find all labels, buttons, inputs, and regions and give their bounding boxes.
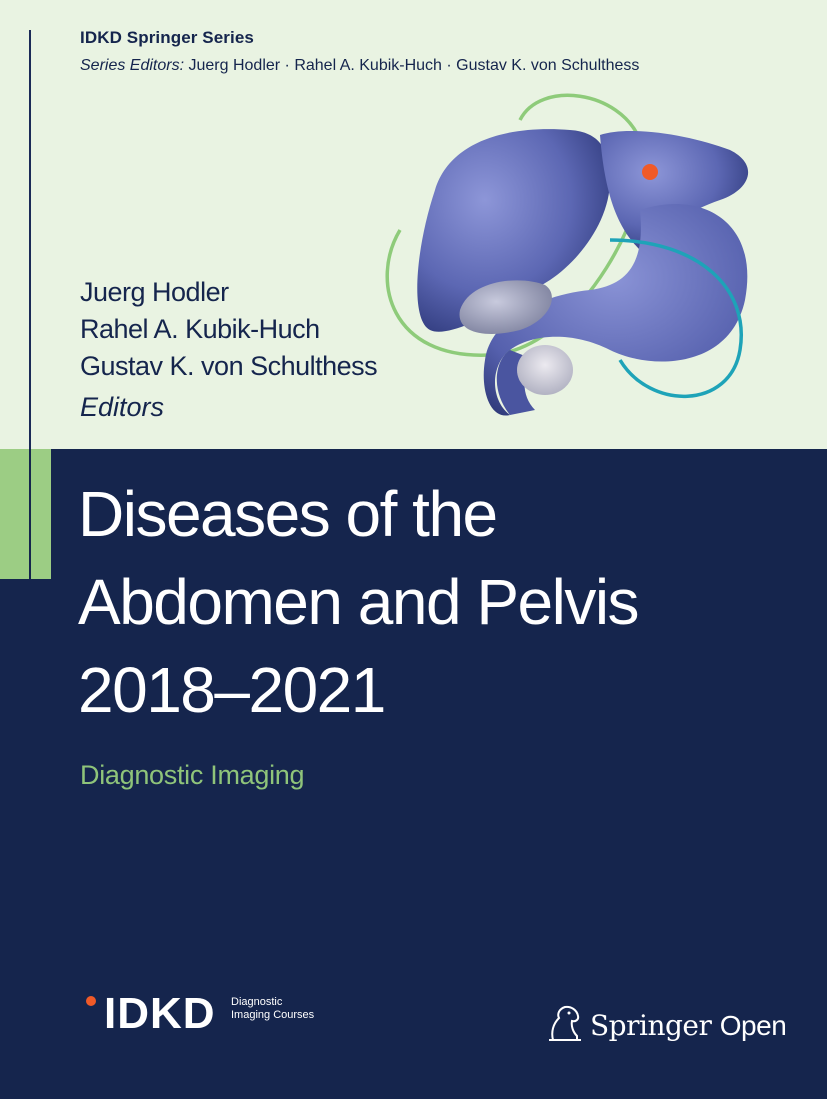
liver-right-lobe <box>600 130 749 250</box>
abdominal-organs-illustration <box>385 93 749 416</box>
accent-bar-left <box>0 449 29 579</box>
green-orbit-line <box>385 93 645 357</box>
springer-logo-text: Springer Open <box>590 1009 787 1042</box>
orbit-marker-dot <box>642 164 658 180</box>
idkd-logo-dot <box>86 996 96 1006</box>
gallbladder <box>459 280 552 334</box>
series-editors-label: Series Editors: <box>80 57 185 74</box>
editor-name-2: Rahel A. Kubik-Huch <box>80 314 320 344</box>
teal-orbit-line <box>609 238 743 399</box>
series-title: IDKD Springer Series <box>80 28 254 47</box>
liver-left-lobe <box>417 129 610 332</box>
accent-bar-right <box>31 449 51 579</box>
springer-name: Springer <box>590 1009 712 1042</box>
idkd-logo-text: IDKD <box>104 989 216 1038</box>
stomach <box>483 204 748 416</box>
series-editors-names: Juerg Hodler · Rahel A. Kubik-Huch · Gus… <box>188 57 640 74</box>
springer-horse-icon <box>549 1005 581 1041</box>
vertical-rule <box>29 30 31 449</box>
editor-name-3: Gustav K. von Schulthess <box>80 351 378 381</box>
book-subtitle: Diagnostic Imaging <box>80 760 305 790</box>
book-title-line-3: 2018–2021 <box>78 654 386 726</box>
editors-label: Editors <box>80 392 165 422</box>
editor-name-1: Juerg Hodler <box>80 277 229 307</box>
idkd-logo-line2: Imaging Courses <box>231 1009 315 1021</box>
springer-open-suffix: Open <box>719 1010 787 1041</box>
book-title-line-2: Abdomen and Pelvis <box>78 566 640 638</box>
idkd-logo-line1: Diagnostic <box>231 996 283 1008</box>
book-title-line-1: Diseases of the <box>78 478 498 550</box>
pancreas <box>517 345 573 395</box>
idkd-logo-subtitle: Diagnostic Imaging Courses <box>231 996 314 1022</box>
series-editors: Series Editors: Juerg Hodler · Rahel A. … <box>80 57 639 75</box>
cover-bottom-panel <box>0 449 827 1099</box>
